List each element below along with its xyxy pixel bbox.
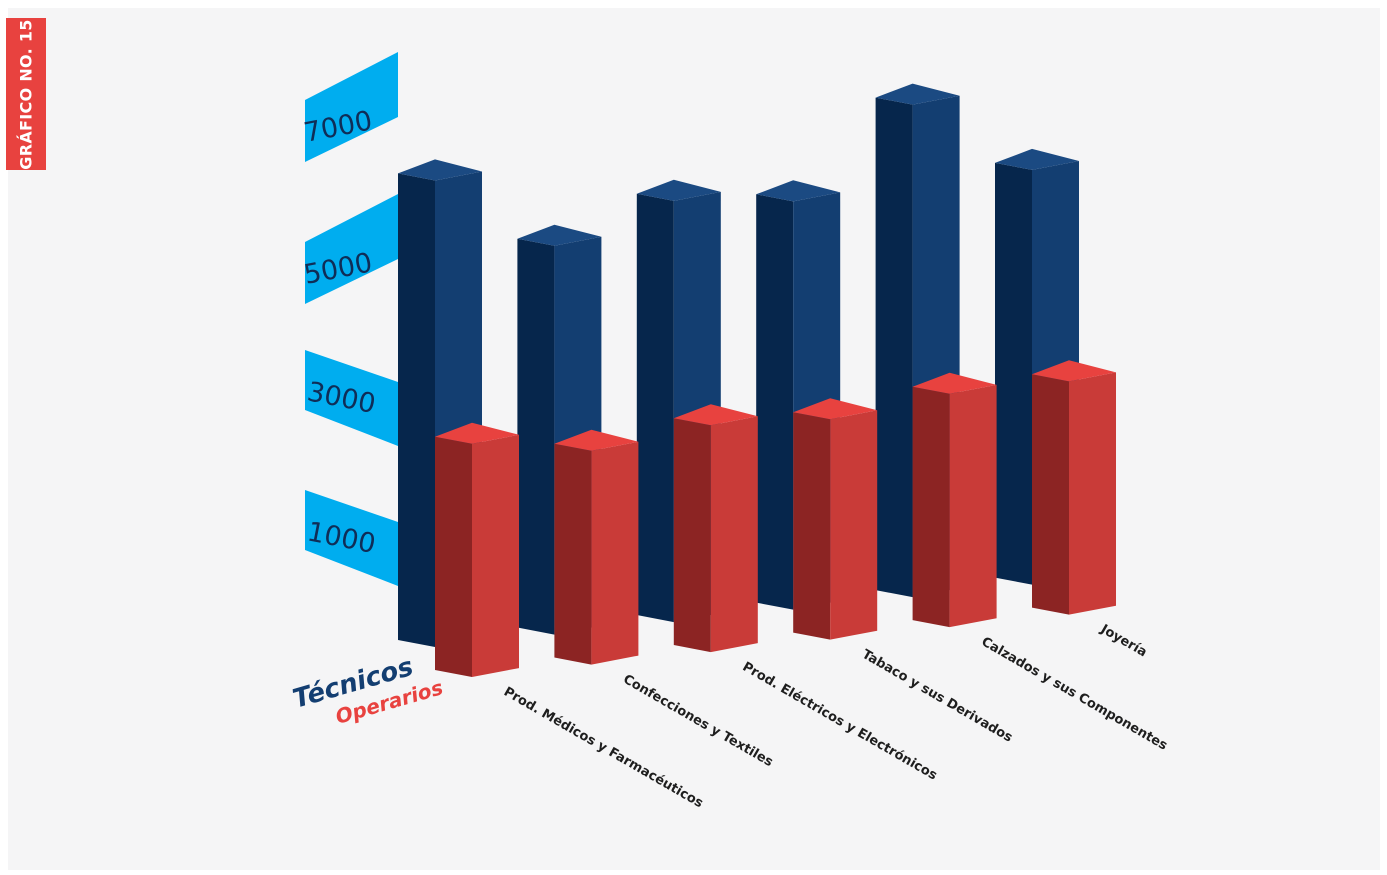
- operarios-bar-front: [591, 441, 639, 665]
- category-label: Joyería: [1097, 621, 1149, 660]
- operarios-bar: [435, 422, 519, 677]
- category-label: Confecciones y Textiles: [620, 672, 775, 770]
- tecnicos-bar-top: [517, 224, 602, 246]
- tecnicos-bar-side: [756, 194, 794, 610]
- operarios-bar-top: [554, 429, 639, 451]
- operarios-bar-side: [912, 386, 950, 628]
- operarios-bar-side: [554, 443, 592, 665]
- operarios-bar-side: [673, 418, 711, 653]
- figure-number-badge: GRÁFICO NO. 15: [6, 18, 46, 170]
- y-axis-panel: [305, 52, 398, 162]
- operarios-bar-side: [793, 412, 831, 640]
- operarios-bar-front: [1069, 372, 1116, 615]
- y-axis-panel: [305, 194, 398, 304]
- tecnicos-bar-top: [756, 180, 841, 202]
- tecnicos-bar-top: [995, 148, 1079, 170]
- y-axis-panel: [305, 350, 398, 446]
- operarios-bar-front: [472, 434, 519, 677]
- tecnicos-bar-side: [636, 193, 674, 623]
- operarios-bar-top: [673, 404, 758, 426]
- operarios-bar-side: [1032, 374, 1069, 615]
- operarios-bar-top: [912, 372, 997, 394]
- tecnicos-bar-top: [875, 83, 960, 105]
- operarios-bar-top: [1032, 360, 1116, 382]
- operarios-bar-side: [435, 436, 472, 677]
- operarios-bar: [1032, 360, 1116, 615]
- operarios-bar: [912, 372, 997, 628]
- operarios-bar: [793, 398, 878, 640]
- tecnicos-bar-top: [398, 159, 482, 181]
- tecnicos-bar-top: [636, 179, 721, 201]
- operarios-bar-front: [710, 416, 758, 653]
- operarios-bar: [554, 429, 639, 665]
- operarios-bar: [673, 404, 758, 653]
- operarios-bar-top: [793, 398, 878, 420]
- category-label: Tabaco y sus Derivados: [859, 647, 1015, 746]
- operarios-bar-top: [435, 422, 519, 444]
- tecnicos-bar-side: [995, 162, 1032, 585]
- tecnicos-bar-side: [875, 97, 913, 598]
- operarios-bar-front: [949, 384, 997, 628]
- tecnicos-bar-side: [517, 238, 555, 635]
- y-axis-panel: [305, 490, 398, 586]
- tecnicos-bar-side: [398, 173, 435, 647]
- operarios-bar-front: [830, 410, 878, 640]
